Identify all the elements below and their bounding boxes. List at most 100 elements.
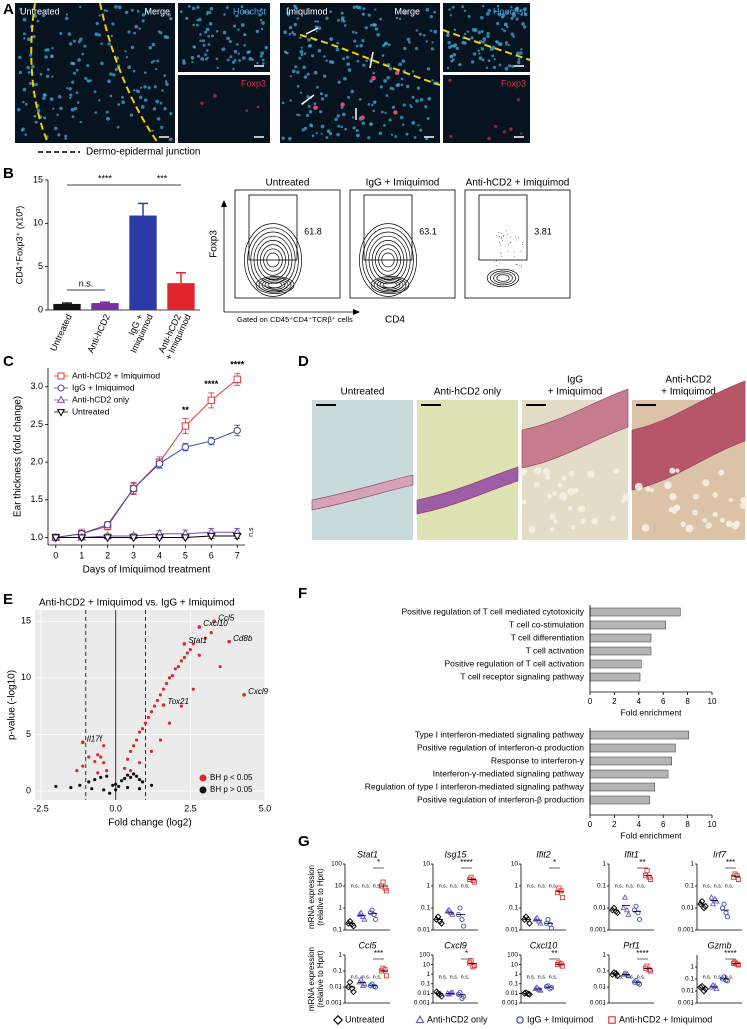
foxp3-cell (340, 102, 345, 107)
nucleus (44, 48, 48, 52)
gate (248, 194, 298, 261)
adipocyte (645, 486, 651, 492)
adipocyte (718, 469, 725, 476)
data-point (69, 785, 73, 790)
nucleus (140, 86, 143, 89)
nucleus (477, 49, 480, 52)
data-point (537, 987, 544, 993)
nucleus (328, 131, 333, 136)
nucleus (76, 101, 80, 104)
y-tick-label: 1 (514, 971, 518, 978)
nucleus (316, 85, 319, 89)
data-point (359, 913, 367, 919)
significance-label: **** (98, 173, 113, 183)
nucleus (226, 36, 230, 41)
data-point (233, 375, 241, 383)
nucleus (141, 19, 145, 23)
data-point (436, 917, 444, 925)
nucleus (199, 39, 202, 43)
nucleus (487, 136, 491, 141)
legend-label: IgG + Imiquimod (527, 1014, 593, 1024)
y-axis-label: (relative to Hprt) (316, 868, 325, 926)
nucleus (426, 117, 430, 120)
nucleus (18, 70, 23, 75)
nucleus (470, 36, 474, 40)
adipocyte (587, 470, 595, 478)
nucleus (371, 103, 374, 107)
nucleus (97, 33, 102, 37)
nucleus (411, 70, 415, 73)
adipocyte (664, 481, 672, 489)
nucleus (201, 39, 205, 43)
significance-label: n.s. (725, 883, 734, 889)
data-point (137, 787, 142, 791)
nucleus (77, 40, 81, 44)
nucleus (374, 27, 379, 31)
data-point (182, 655, 186, 660)
nucleus (452, 52, 457, 57)
nucleus (163, 35, 168, 39)
legend-marker (332, 1014, 344, 1026)
x-tick-label: 1 (79, 550, 84, 560)
nucleus (505, 25, 509, 29)
nucleus (69, 96, 72, 100)
data-point (610, 969, 618, 976)
data-point (146, 715, 151, 720)
nucleus (196, 18, 199, 22)
adipocyte (675, 468, 680, 473)
nucleus (260, 8, 263, 11)
data-point (129, 534, 138, 543)
y-tick-label: 10 (511, 861, 519, 868)
data-point (524, 916, 532, 923)
data-point (90, 787, 94, 791)
nucleus (57, 133, 61, 137)
image-label: Hoechst (493, 6, 527, 16)
nucleus (134, 24, 139, 29)
nucleus (448, 8, 451, 11)
gene-point (227, 639, 231, 644)
nucleus (240, 5, 244, 9)
significance-label: ** (551, 949, 557, 958)
data-point (102, 761, 106, 765)
legend-marker (56, 395, 66, 403)
event (496, 235, 498, 236)
x-tick-label: 0 (588, 697, 593, 706)
y-tick-label: 10 (33, 218, 43, 228)
data-point (646, 967, 652, 973)
event (516, 264, 518, 266)
nucleus (372, 23, 376, 27)
nucleus (135, 89, 138, 92)
contour (258, 277, 292, 293)
nucleus (26, 37, 31, 42)
adipocyte (591, 517, 599, 525)
adipocyte (610, 515, 616, 521)
nucleus (308, 110, 313, 114)
nucleus (243, 44, 247, 47)
gene-point (182, 642, 187, 646)
image-label: IgG (567, 375, 583, 386)
adipocyte (567, 505, 573, 511)
nucleus (185, 16, 189, 20)
nucleus (343, 76, 347, 81)
nucleus (482, 37, 487, 42)
bar (53, 303, 81, 310)
nucleus (347, 95, 350, 99)
gene-label: Stat1 (188, 636, 207, 645)
significance-label: * (465, 949, 468, 958)
nucleus (370, 23, 373, 27)
event (522, 241, 523, 243)
nucleus (70, 107, 75, 112)
nucleus (510, 32, 514, 36)
nucleus (86, 79, 90, 83)
legend-label: Untreated (345, 1014, 385, 1024)
data-point (155, 534, 164, 543)
nucleus (192, 23, 195, 27)
bar (589, 743, 676, 753)
nucleus (314, 20, 317, 23)
nucleus (385, 94, 389, 97)
nucleus (207, 43, 211, 46)
chart-title: Anti-hCD2 + Imiquimod vs. IgG + Imiquimo… (39, 598, 235, 609)
nucleus (379, 17, 383, 21)
nucleus (467, 14, 471, 18)
nucleus (34, 82, 38, 87)
